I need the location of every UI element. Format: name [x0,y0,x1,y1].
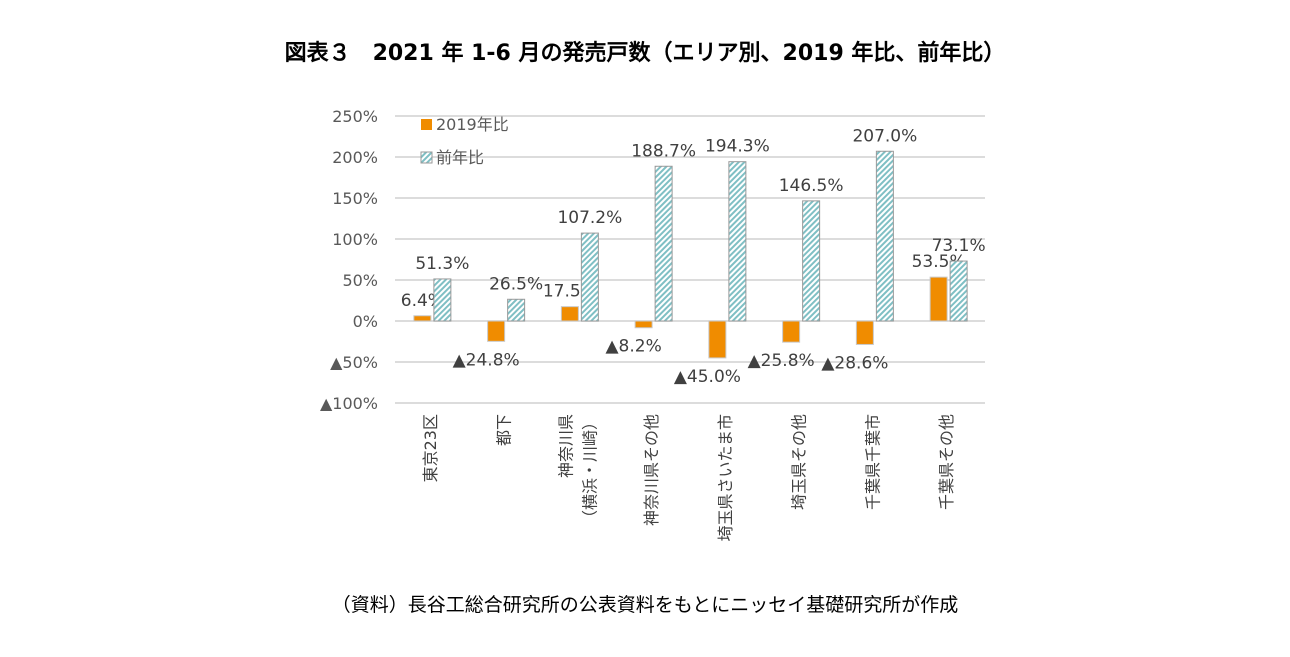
legend-label: 前年比 [436,148,484,167]
bar-2019-ratio [782,320,801,343]
data-label: ▲45.0% [674,367,741,387]
y-tick-label: 150% [332,189,378,208]
legend-swatch [420,151,433,164]
y-tick-label: 250% [332,107,378,126]
y-tick-label: 50% [342,271,378,290]
category-label: 埼玉県その他 [790,414,809,510]
bar-2019-ratio [929,276,948,322]
data-label: 73.1% [932,236,986,256]
category-label: 埼玉県さいたま市 [716,414,735,542]
y-tick-label: 100% [332,230,378,249]
bar-2019-ratio [560,306,579,322]
bar-yoy-ratio [433,278,452,322]
y-tick-label: ▲100% [320,394,378,413]
y-tick-label: ▲50% [330,353,378,372]
source-note: （資料）長谷工総合研究所の公表資料をもとにニッセイ基礎研究所が作成 [331,594,959,616]
category-label: （横浜・川崎） [580,414,599,526]
category-label: 都下 [495,414,514,446]
data-label: 146.5% [779,176,844,196]
bar-2019-ratio [487,320,506,342]
category-label: 千葉県千葉市 [863,414,882,510]
data-label: 26.5% [489,274,543,294]
legend-swatch [421,119,432,130]
category-label: 千葉県その他 [937,414,956,510]
data-label: ▲28.6% [821,353,888,373]
bar-yoy-ratio [802,200,821,322]
bar-2019-ratio [855,320,874,345]
data-label: ▲25.8% [748,351,815,371]
data-label: ▲24.8% [453,350,520,370]
data-label: ▲8.2% [605,337,661,357]
data-label: 207.0% [852,126,917,146]
bar-2019-ratio [634,320,653,329]
chart-title: 図表３ 2021 年 1-6 月の発売戸数（エリア別、2019 年比、前年比） [284,41,1006,66]
category-label: 東京23区 [421,414,440,482]
data-label: 51.3% [415,254,469,274]
bar-yoy-ratio [580,232,599,322]
legend-label: 2019年比 [436,115,509,134]
data-label: 188.7% [631,141,696,161]
bar-yoy-ratio [728,161,747,322]
bar-2019-ratio [413,315,432,322]
bar-yoy-ratio [507,298,526,322]
bar-yoy-ratio [875,150,894,322]
data-label: 194.3% [705,137,770,157]
bar-yoy-ratio [654,165,673,322]
data-label: 107.2% [557,208,622,228]
bar-2019-ratio [708,320,727,359]
category-label: 神奈川県 [556,414,575,478]
y-tick-label: 0% [353,312,378,331]
bar-yoy-ratio [949,260,968,322]
category-label: 神奈川県その他 [642,414,661,526]
data-label: 6.4% [401,291,444,311]
y-tick-label: 200% [332,148,378,167]
